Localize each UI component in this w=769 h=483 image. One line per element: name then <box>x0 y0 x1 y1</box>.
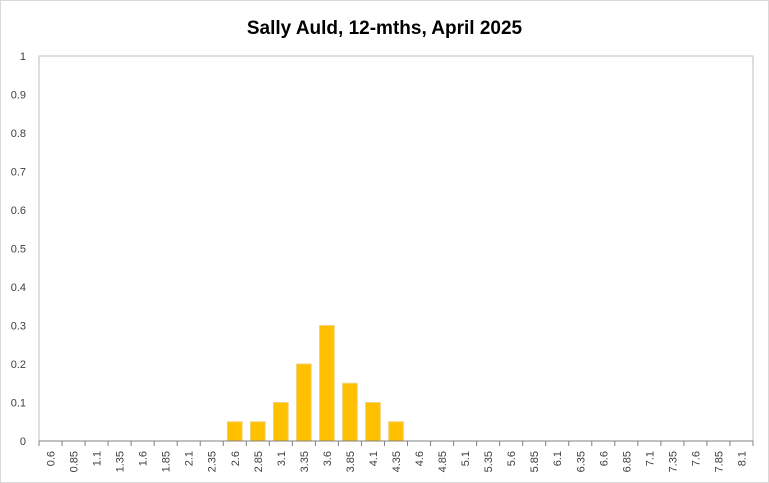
x-tick-label: 3.6 <box>322 451 334 466</box>
x-tick-label: 5.1 <box>460 451 472 466</box>
bar <box>249 421 266 442</box>
y-tick-label: 0.3 <box>11 321 26 333</box>
y-tick-label: 0.2 <box>11 359 26 371</box>
x-tick-label: 1.1 <box>92 451 104 466</box>
x-tick-label: 4.85 <box>437 451 449 472</box>
y-tick-label: 0.9 <box>11 90 26 102</box>
x-tick-label: 5.85 <box>529 451 541 472</box>
bar <box>226 421 243 442</box>
y-tick-label: 0.7 <box>11 167 26 179</box>
x-tick-label: 6.1 <box>552 451 564 466</box>
x-tick-label: 0.6 <box>46 451 58 466</box>
y-tick-label: 0.5 <box>11 244 26 256</box>
bar <box>296 363 312 442</box>
x-tick-label: 4.1 <box>368 451 380 466</box>
x-tick-label: 6.35 <box>575 451 587 472</box>
x-tick-label: 7.85 <box>713 451 725 472</box>
bar <box>342 382 358 442</box>
bar <box>388 421 404 442</box>
x-tick-label: 2.6 <box>230 451 242 466</box>
x-tick-label: 6.6 <box>598 451 610 466</box>
y-tick-label: 0.1 <box>11 398 26 410</box>
x-tick-label: 5.6 <box>506 451 518 466</box>
x-tick-label: 0.85 <box>69 451 81 472</box>
x-tick-label: 3.85 <box>345 451 357 472</box>
x-tick-label: 3.1 <box>276 451 288 466</box>
y-tick-label: 0.4 <box>11 282 26 294</box>
bar <box>365 402 381 442</box>
x-tick-label: 7.1 <box>644 451 656 466</box>
x-tick-label: 6.85 <box>621 451 633 472</box>
x-tick-label: 2.85 <box>253 451 265 472</box>
x-tick-label: 7.6 <box>690 451 702 466</box>
chart-title: Sally Auld, 12-mths, April 2025 <box>246 18 523 39</box>
y-tick-label: 0.6 <box>11 205 26 217</box>
x-tick-label: 2.1 <box>184 451 196 466</box>
plot-area <box>38 55 754 442</box>
x-tick-label: 4.6 <box>414 451 426 466</box>
x-tick-label: 8.1 <box>736 451 748 466</box>
bar <box>272 402 289 442</box>
x-tick-label: 1.6 <box>138 451 150 466</box>
y-tick-label: 0 <box>20 436 26 448</box>
y-tick-label: 0.8 <box>11 128 26 140</box>
x-tick-label: 4.35 <box>391 451 403 472</box>
bar <box>319 325 335 442</box>
x-tick-label: 2.35 <box>207 451 219 472</box>
y-tick-label: 1 <box>20 51 26 63</box>
x-tick-label: 1.35 <box>115 451 127 472</box>
x-tick-label: 7.35 <box>667 451 679 472</box>
x-tick-label: 3.35 <box>299 451 311 472</box>
x-tick-label: 5.35 <box>483 451 495 472</box>
x-tick-label: 1.85 <box>161 451 173 472</box>
